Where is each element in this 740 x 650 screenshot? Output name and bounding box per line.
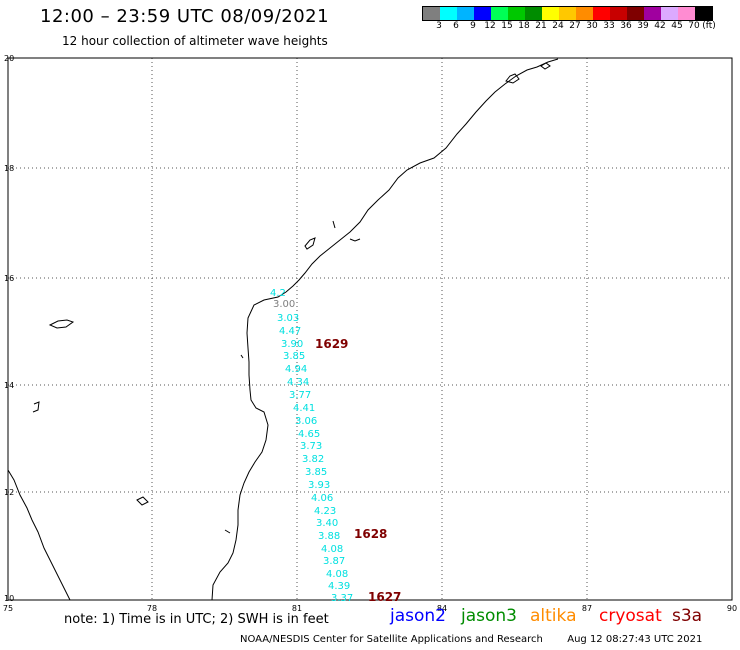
scale-label: 21 — [535, 21, 547, 31]
scale-swatch — [610, 7, 627, 20]
scale-label: 30 — [586, 21, 598, 31]
wave-height-label: 3.77 — [289, 390, 311, 401]
scale-swatch — [508, 7, 525, 20]
scale-swatch — [593, 7, 610, 20]
y-tick-label: 14 — [4, 381, 14, 390]
x-tick-label: 81 — [292, 604, 302, 613]
pass-labels: 1629 1628 1627 — [315, 337, 401, 604]
wave-height-label: 3.06 — [295, 416, 317, 427]
y-tick-label: 18 — [4, 164, 14, 173]
scale-swatch — [695, 7, 712, 20]
wave-height-label: 3.82 — [302, 454, 324, 465]
map-subtitle: 12 hour collection of altimeter wave hei… — [62, 34, 328, 48]
y-tick-label: 20 — [4, 54, 14, 63]
wave-height-label: 3.90 — [281, 339, 303, 350]
x-tick-label: 84 — [437, 604, 447, 613]
wave-height-label: 4.06 — [311, 493, 333, 504]
wave-height-label: 4.47 — [279, 326, 301, 337]
wave-height-label: 4.39 — [328, 581, 350, 592]
scale-swatch — [559, 7, 576, 20]
pass-number-label: 1627 — [368, 590, 401, 604]
wave-height-label: 3.93 — [308, 480, 330, 491]
scale-label: 39 — [637, 21, 649, 31]
scale-swatch — [644, 7, 661, 20]
x-tick-label: 90 — [727, 604, 737, 613]
note-text: note: 1) Time is in UTC; 2) SWH is in fe… — [64, 612, 329, 627]
wave-height-label: 4.94 — [285, 364, 307, 375]
pass-number-label: 1629 — [315, 337, 348, 351]
legend-jason3: jason3 — [461, 606, 517, 626]
scale-label: 36 — [620, 21, 632, 31]
wave-height-label: 3.00 — [273, 299, 295, 310]
scale-swatch — [542, 7, 559, 20]
scale-label: 6 — [453, 21, 459, 31]
wave-height-label: 4.08 — [326, 569, 348, 580]
scale-label: 45 — [671, 21, 683, 31]
footer-credit-text: NOAA/NESDIS Center for Satellite Applica… — [240, 634, 543, 645]
map-title: 12:00 – 23:59 UTC 08/09/2021 — [40, 6, 330, 27]
wave-height-label: 4.41 — [293, 403, 315, 414]
wave-height-label: 4.2 — [270, 288, 286, 299]
scale-swatch — [661, 7, 678, 20]
footer-credit: NOAA/NESDIS Center for Satellite Applica… — [240, 634, 702, 645]
y-tick-label: 10 — [4, 594, 14, 603]
wave-height-label: 3.87 — [323, 556, 345, 567]
wave-height-track: 4.23.003.034.473.903.854.944.343.774.413… — [270, 288, 353, 604]
y-tick-label: 16 — [4, 274, 14, 283]
scale-swatch — [576, 7, 593, 20]
scale-swatch — [457, 7, 474, 20]
legend-cryosat: cryosat — [599, 606, 662, 626]
wave-height-label: 4.08 — [321, 544, 343, 555]
scale-swatch — [627, 7, 644, 20]
axis-ticks: 75 78 81 84 87 90 20 18 16 14 12 10 — [3, 54, 737, 613]
wave-height-label: 3.40 — [316, 518, 338, 529]
scale-swatch — [525, 7, 542, 20]
x-tick-label: 75 — [3, 604, 13, 613]
x-tick-label: 78 — [147, 604, 157, 613]
scale-label: 27 — [569, 21, 581, 31]
scale-swatch — [491, 7, 508, 20]
scale-label: 3 — [436, 21, 442, 31]
scale-swatch — [440, 7, 457, 20]
grid-lines — [8, 58, 732, 600]
scale-label: 9 — [470, 21, 476, 31]
scale-label: 42 — [654, 21, 666, 31]
wave-height-scale: 3 6 9 12 15 18 21 24 27 30 33 36 39 42 45 70 (ft) — [422, 6, 716, 31]
scale-swatches — [422, 6, 713, 21]
map-frame — [7, 57, 733, 601]
pass-number-label: 1628 — [354, 527, 387, 541]
wave-height-label: 3.85 — [305, 467, 327, 478]
footer-timestamp: Aug 12 08:27:43 UTC 2021 — [567, 634, 703, 645]
scale-label: 33 — [603, 21, 615, 31]
x-tick-label: 87 — [582, 604, 592, 613]
wave-height-label: 4.34 — [287, 377, 309, 388]
scale-swatch — [423, 7, 440, 20]
wave-height-label: 3.73 — [300, 441, 322, 452]
legend-jason2: jason2 — [390, 606, 446, 626]
scale-label: 15 — [501, 21, 513, 31]
wave-height-label: 3.03 — [277, 313, 299, 324]
wave-height-label: 3.88 — [318, 531, 340, 542]
scale-swatch — [474, 7, 491, 20]
wave-height-label: 4.65 — [298, 429, 320, 440]
scale-label: 24 — [552, 21, 564, 31]
wave-height-label: 4.23 — [314, 506, 336, 517]
scale-label: (ft) — [702, 21, 716, 31]
y-tick-label: 12 — [4, 488, 14, 497]
scale-label: 18 — [518, 21, 530, 31]
legend-s3a: s3a — [672, 606, 703, 626]
scale-swatch — [678, 7, 695, 20]
wave-height-label: 3.85 — [283, 351, 305, 362]
legend-altika: altika — [530, 606, 577, 626]
wave-height-label: 3.37 — [331, 593, 353, 604]
scale-label: 12 — [484, 21, 496, 31]
scale-label: 70 — [688, 21, 700, 31]
coastline — [7, 58, 559, 601]
